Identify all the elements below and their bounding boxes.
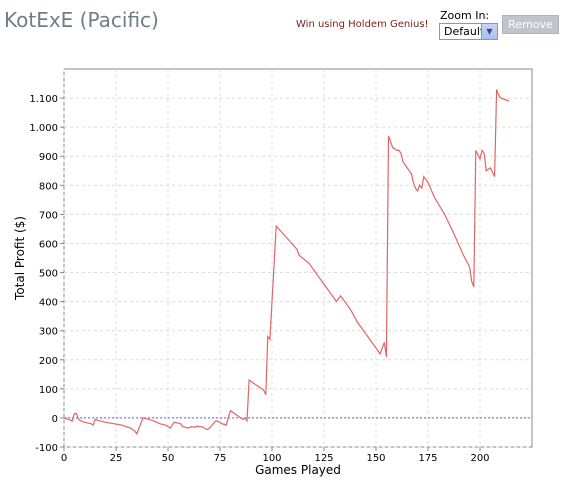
remove-button[interactable]: Remove [502, 15, 559, 34]
zoom-label: Zoom In: [440, 9, 490, 22]
zoom-select-value: Default [444, 25, 485, 38]
series-line-total-profit [63, 89, 510, 436]
y-tick-label: 900 [39, 152, 58, 163]
chart-ticks: -10001002003004005006007008009001.0001.1… [29, 94, 489, 464]
y-tick-label: 200 [39, 356, 58, 367]
x-tick-label: 25 [110, 453, 123, 464]
x-tick-label: 150 [366, 453, 385, 464]
plot-area [63, 68, 533, 448]
chevron-down-icon[interactable]: ▼ [481, 24, 497, 39]
y-tick-label: 800 [39, 181, 58, 192]
y-tick-label: 0 [52, 414, 58, 425]
promo-link[interactable]: Win using Holdem Genius! [296, 19, 429, 30]
x-tick-label: 50 [162, 453, 175, 464]
x-tick-label: 200 [470, 453, 489, 464]
y-tick-label: 1.000 [29, 123, 58, 134]
x-tick-label: 125 [314, 453, 333, 464]
y-tick-label: 400 [39, 298, 58, 309]
x-tick-label: 175 [418, 453, 437, 464]
y-tick-label: 500 [39, 269, 58, 280]
x-tick-label: 100 [262, 453, 281, 464]
y-tick-label: 300 [39, 327, 58, 338]
y-tick-label: 1.100 [29, 94, 58, 105]
x-axis-label: Games Played [255, 463, 341, 477]
zoom-select[interactable]: Default ▼ [439, 23, 498, 40]
y-tick-label: 600 [39, 239, 58, 250]
x-tick-label: 75 [214, 453, 227, 464]
y-tick-label: -100 [35, 443, 58, 454]
chart-grid [63, 69, 532, 448]
y-tick-label: 100 [39, 385, 58, 396]
x-tick-label: 0 [61, 453, 67, 464]
y-axis-label: Total Profit ($) [13, 216, 27, 301]
y-tick-label: 700 [39, 210, 58, 221]
player-title: KotExE (Pacific) [4, 8, 159, 32]
